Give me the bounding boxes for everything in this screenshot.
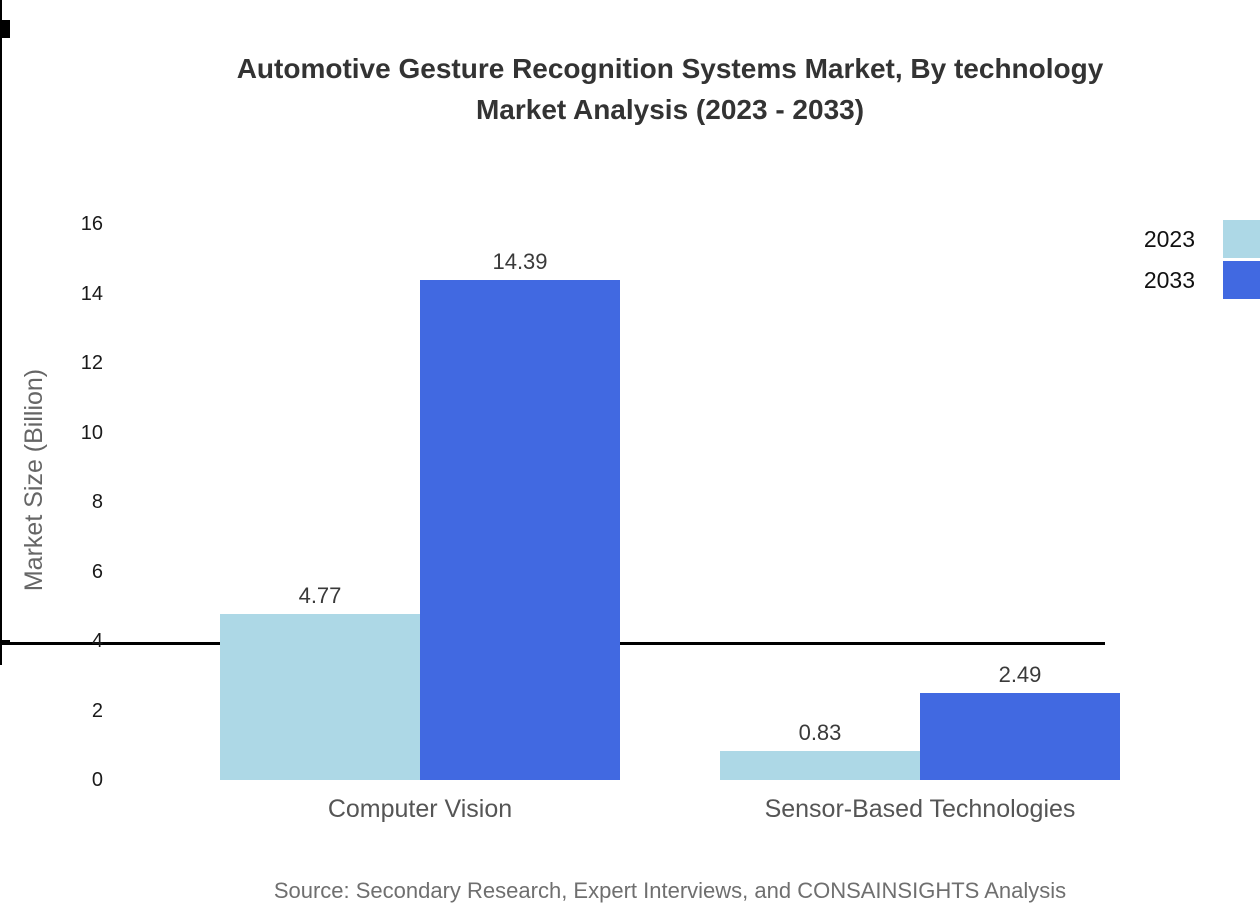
chart-title-line-2: Market Analysis (2023 - 2033) [475,94,865,125]
y-tick-12 [0,32,10,34]
y-axis-top-stub [0,640,10,642]
y-tick-label-4: 4 [91,630,103,652]
y-tick-label-16: 16 [80,213,103,235]
y-tick-label-14: 14 [80,282,103,305]
x-axis-left-stub [0,645,2,655]
source-attribution: Source: Secondary Research, Expert Inter… [273,878,1067,903]
x-tick-sensor-based-technologies [0,10,2,20]
y-tick-16 [0,36,10,38]
legend-swatch-2033 [1223,261,1260,299]
bar-2033-computer-vision [420,279,620,780]
y-tick-6 [0,26,10,28]
y-tick-0 [0,20,10,22]
chart-title: Automotive Gesture Recognition Systems M… [80,48,1260,130]
y-tick-4 [0,24,10,26]
legend-swatch-2023 [1223,220,1260,258]
legend-label-2033: 2033 [1143,267,1195,293]
y-tick-2 [0,22,10,24]
x-tick-computer-vision [0,0,2,10]
x-axis-right-stub [0,655,2,665]
bar-2023-sensor-based-technologies [720,751,920,780]
y-tick-8 [0,28,10,30]
legend-label-2023: 2023 [1143,226,1195,252]
y-tick-label-8: 8 [91,491,103,513]
y-tick-label-6: 6 [91,560,103,583]
value-label-2033-sensor-based-technologies: 2.49 [998,662,1042,688]
y-tick-label-0: 0 [91,769,103,791]
value-label-2023-sensor-based-technologies: 0.83 [798,720,842,746]
chart-title-line-1: Automotive Gesture Recognition Systems M… [236,53,1104,84]
value-label-2033-computer-vision: 14.39 [492,248,548,274]
y-tick-14 [0,34,10,36]
category-label-computer-vision: Computer Vision [327,795,513,823]
bar-2023-computer-vision [220,614,420,780]
y-tick-label-10: 10 [80,421,103,444]
y-axis-line [0,38,2,640]
bar-2033-sensor-based-technologies [920,693,1120,780]
y-tick-label-12: 12 [80,352,103,374]
value-label-2023-computer-vision: 4.77 [298,583,342,609]
y-tick-10 [0,30,10,32]
y-tick-label-2: 2 [91,699,103,722]
category-label-sensor-based-technologies: Sensor-Based Technologies [764,795,1076,823]
